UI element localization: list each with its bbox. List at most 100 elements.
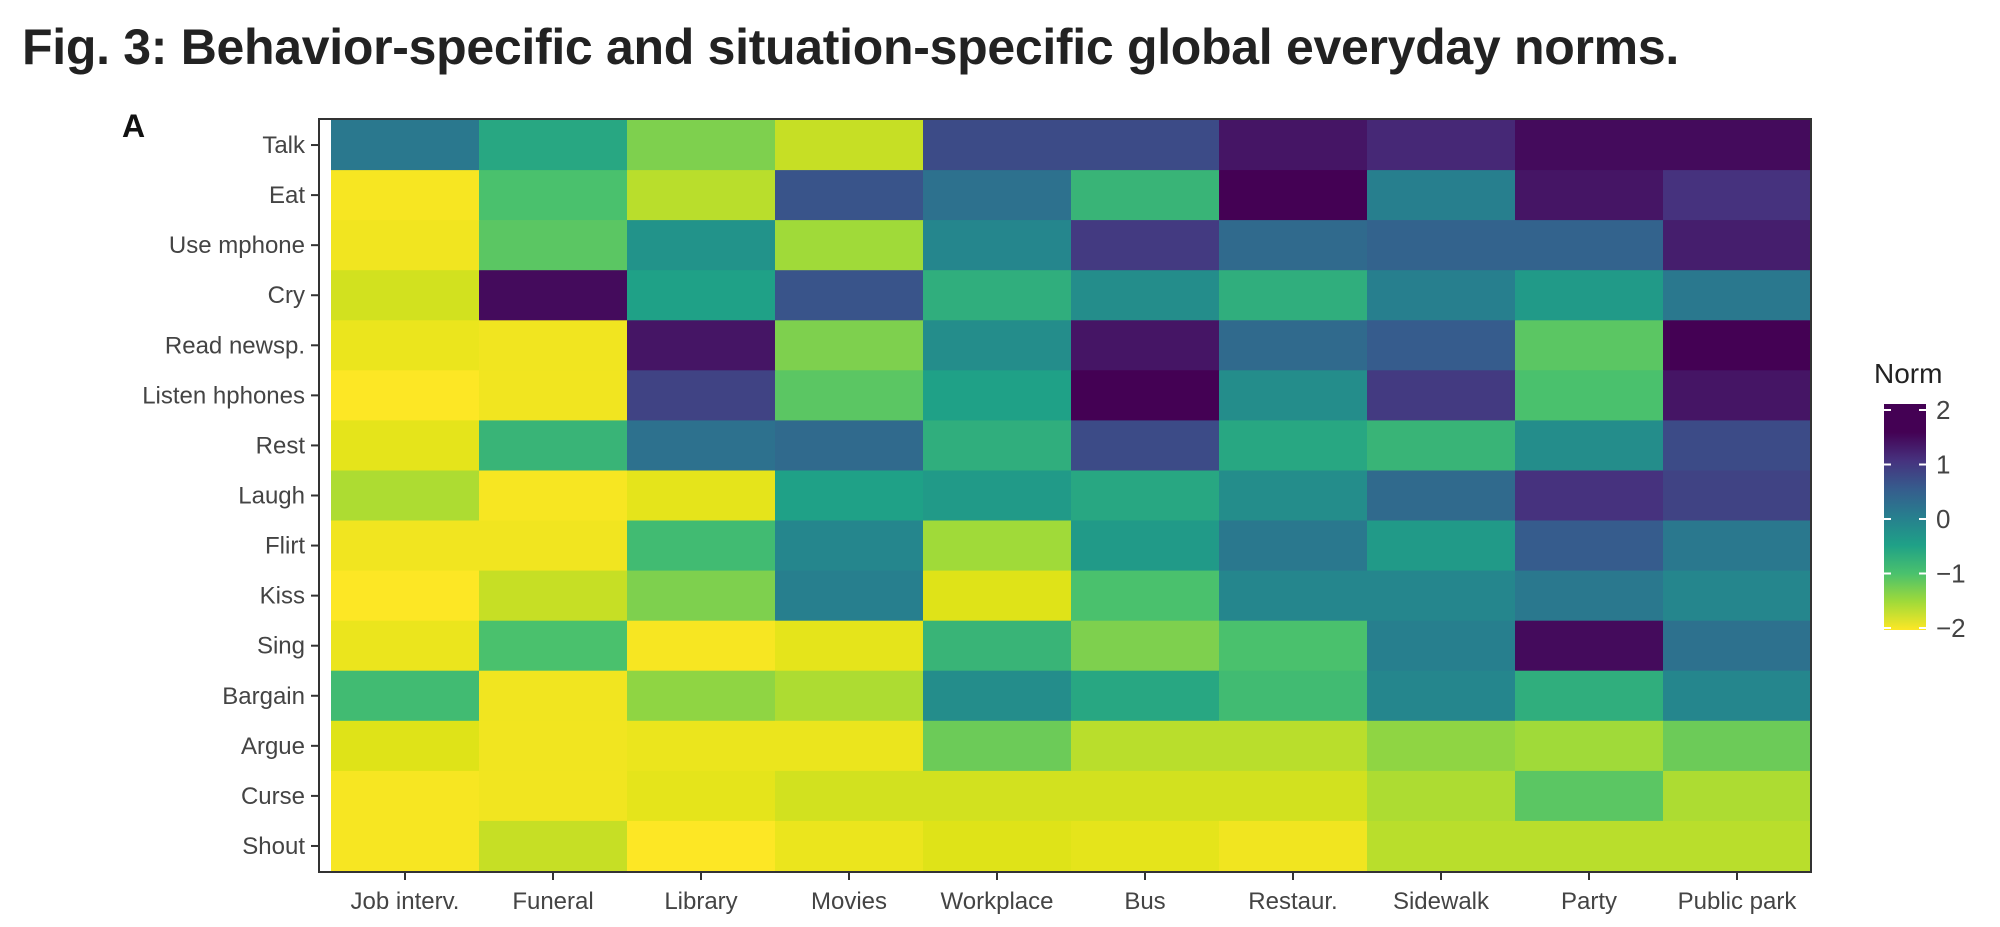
heatmap-cells bbox=[331, 120, 1812, 872]
heatmap-cell bbox=[1663, 820, 1812, 872]
heatmap-cell bbox=[479, 820, 628, 872]
heatmap-cell bbox=[627, 820, 776, 872]
heatmap-cell bbox=[1515, 520, 1664, 572]
y-tick-label: Argue bbox=[241, 733, 305, 760]
heatmap-cell bbox=[479, 620, 628, 672]
heatmap-cell bbox=[1515, 570, 1664, 622]
heatmap-cell bbox=[1367, 170, 1516, 221]
legend-title: Norm bbox=[1874, 358, 1943, 389]
heatmap-cell bbox=[1219, 320, 1368, 371]
heatmap-cell bbox=[479, 570, 628, 622]
heatmap-cell bbox=[1367, 520, 1516, 572]
colorbar-tick-label: 1 bbox=[1936, 450, 1950, 480]
heatmap-cell bbox=[1071, 320, 1220, 371]
heatmap-cell bbox=[479, 220, 628, 271]
heatmap-cell bbox=[1663, 620, 1812, 672]
heatmap-cell bbox=[1367, 720, 1516, 772]
heatmap-cell bbox=[1367, 620, 1516, 672]
heatmap-cell bbox=[627, 220, 776, 271]
heatmap-cell bbox=[775, 370, 924, 421]
heatmap-cell bbox=[1071, 170, 1220, 221]
heatmap-cell bbox=[923, 520, 1072, 572]
y-tick-label: Kiss bbox=[260, 583, 305, 610]
x-tick-label: Job interv. bbox=[351, 888, 460, 915]
heatmap-cell bbox=[1367, 370, 1516, 421]
panel-label: A bbox=[122, 108, 146, 144]
heatmap-cell bbox=[1219, 170, 1368, 221]
heatmap-cell bbox=[627, 370, 776, 421]
heatmap-cell bbox=[1219, 270, 1368, 321]
heatmap-cell bbox=[923, 620, 1072, 672]
heatmap-cell bbox=[775, 520, 924, 572]
heatmap-cell bbox=[627, 670, 776, 722]
heatmap-cell bbox=[1367, 470, 1516, 522]
x-tick-label: Public park bbox=[1678, 888, 1798, 915]
heatmap-cell bbox=[1515, 720, 1664, 772]
heatmap-cell bbox=[1515, 170, 1664, 221]
heatmap-cell bbox=[1071, 570, 1220, 622]
heatmap-cell bbox=[479, 770, 628, 822]
heatmap-cell bbox=[331, 770, 480, 822]
y-tick-label: Flirt bbox=[265, 533, 305, 560]
heatmap-cell bbox=[1219, 820, 1368, 872]
heatmap-cell bbox=[1663, 220, 1812, 271]
heatmap-cell bbox=[923, 570, 1072, 622]
heatmap-cell bbox=[331, 370, 480, 421]
heatmap-cell bbox=[923, 820, 1072, 872]
heatmap-cell bbox=[1071, 420, 1220, 472]
heatmap-cell bbox=[479, 320, 628, 371]
heatmap-cell bbox=[1663, 520, 1812, 572]
y-tick-label: Shout bbox=[242, 833, 305, 860]
heatmap-cell bbox=[479, 420, 628, 472]
heatmap-cell bbox=[1663, 120, 1812, 171]
heatmap-cell bbox=[1367, 670, 1516, 722]
colorbar-tick-label: −1 bbox=[1936, 559, 1966, 589]
colorbar-tick-label: −2 bbox=[1936, 613, 1966, 643]
heatmap-cell bbox=[923, 670, 1072, 722]
heatmap-cell bbox=[479, 720, 628, 772]
heatmap-cell bbox=[1663, 270, 1812, 321]
heatmap-cell bbox=[1219, 570, 1368, 622]
heatmap-cell bbox=[775, 220, 924, 271]
x-tick-label: Party bbox=[1561, 888, 1617, 915]
x-tick-label: Movies bbox=[811, 888, 887, 915]
y-tick-label: Talk bbox=[262, 132, 306, 159]
heatmap-cell bbox=[1219, 770, 1368, 822]
colorbar-legend: 2 1 0 −1 −2 bbox=[1884, 395, 1966, 643]
heatmap-cell bbox=[331, 420, 480, 472]
heatmap-cell bbox=[923, 470, 1072, 522]
heatmap-cell bbox=[1071, 770, 1220, 822]
heatmap-cell bbox=[479, 120, 628, 171]
heatmap-cell bbox=[775, 820, 924, 872]
heatmap-cell bbox=[479, 470, 628, 522]
heatmap-cell bbox=[1663, 420, 1812, 472]
colorbar bbox=[1884, 404, 1926, 630]
heatmap-cell bbox=[331, 170, 480, 221]
heatmap-cell bbox=[331, 220, 480, 271]
heatmap-cell bbox=[1219, 670, 1368, 722]
heatmap-cell bbox=[1663, 670, 1812, 722]
heatmap-cell bbox=[1219, 620, 1368, 672]
heatmap-cell bbox=[627, 420, 776, 472]
heatmap-cell bbox=[627, 520, 776, 572]
heatmap-cell bbox=[627, 770, 776, 822]
heatmap-cell bbox=[1071, 220, 1220, 271]
heatmap-cell bbox=[627, 570, 776, 622]
heatmap-cell bbox=[1663, 320, 1812, 371]
heatmap-cell bbox=[1219, 370, 1368, 421]
heatmap-cell bbox=[627, 320, 776, 371]
x-tick-label: Library bbox=[664, 888, 737, 915]
heatmap-cell bbox=[775, 120, 924, 171]
heatmap-cell bbox=[1515, 620, 1664, 672]
heatmap-cell bbox=[627, 270, 776, 321]
heatmap-cell bbox=[331, 570, 480, 622]
heatmap-cell bbox=[331, 620, 480, 672]
y-tick-label: Use mphone bbox=[169, 232, 305, 259]
heatmap-cell bbox=[1515, 770, 1664, 822]
heatmap-cell bbox=[1071, 120, 1220, 171]
y-tick-label: Read newsp. bbox=[165, 332, 305, 359]
heatmap-cell bbox=[1367, 770, 1516, 822]
heatmap-cell bbox=[1071, 270, 1220, 321]
heatmap-cell bbox=[1663, 720, 1812, 772]
